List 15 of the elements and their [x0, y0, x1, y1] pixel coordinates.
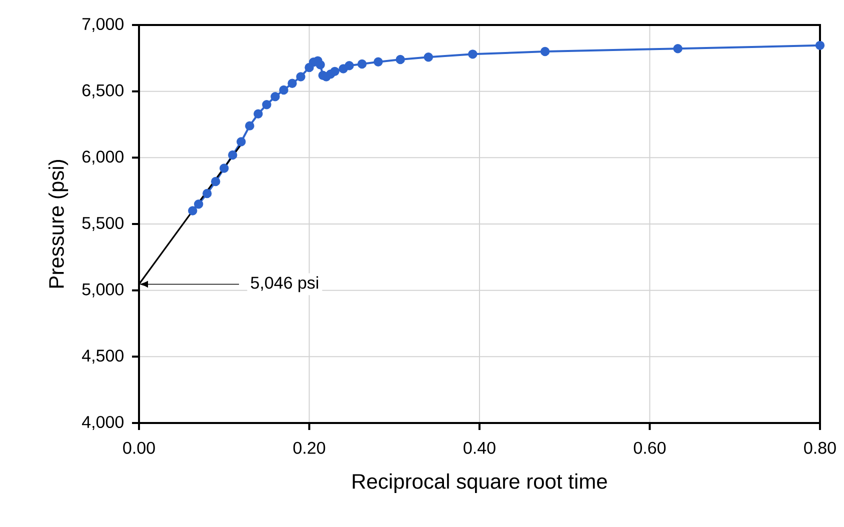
x-axis-title: Reciprocal square root time: [352, 473, 607, 493]
x-tick-label: 0.20: [293, 442, 326, 454]
y-tick-label: 4,000: [82, 416, 124, 430]
y-tick-label: 7,000: [82, 18, 124, 32]
y-axis-title: Pressure (psi): [48, 160, 68, 288]
x-tick-label: 0.60: [634, 442, 666, 454]
y-tick-label: 4,500: [82, 350, 124, 364]
y-tick-label: 5,500: [82, 216, 124, 232]
annotation: 5,046 psi: [250, 276, 318, 292]
y-tick-label: 5,000: [82, 283, 124, 298]
y-tick-label: 6,500: [82, 84, 124, 98]
x-tick-label: 0.80: [804, 442, 836, 454]
x-tick-label: 0.40: [464, 442, 496, 454]
y-tick-label: 6,000: [82, 150, 124, 165]
x-tick-label: 0.00: [123, 442, 155, 454]
